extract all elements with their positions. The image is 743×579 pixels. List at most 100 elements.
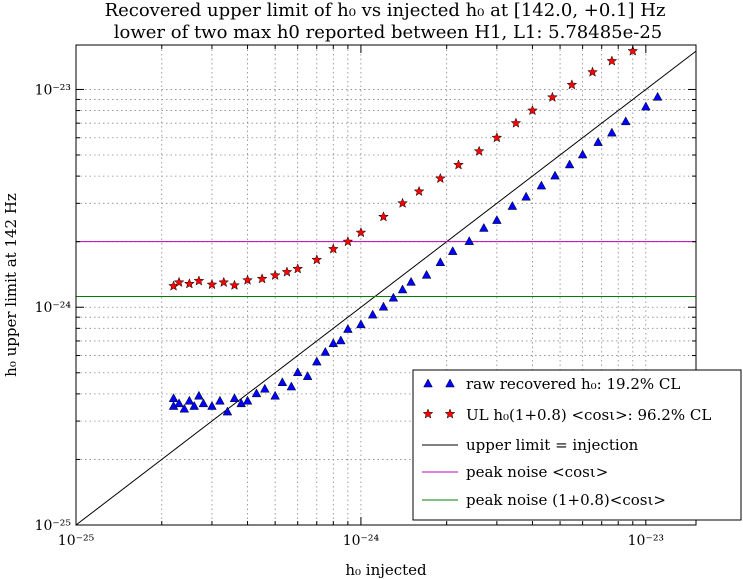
raw-recovered-point <box>222 406 233 416</box>
upper-limit-point <box>491 132 503 143</box>
upper-limit-point <box>281 266 293 277</box>
raw-recovered-point <box>328 338 339 347</box>
raw-recovered-point <box>397 284 408 294</box>
raw-recovered-point <box>194 390 204 400</box>
upper-limit-point <box>229 279 240 290</box>
raw-recovered-point <box>492 215 502 224</box>
raw-recovered-point <box>229 393 240 402</box>
raw-recovered-point <box>302 371 313 380</box>
legend-entry-upper-limit: UL h₀(1+0.8) <cosι>: 96.2% CL <box>466 406 711 424</box>
legend-entry-peak-noise: peak noise <cosι> <box>466 463 608 481</box>
legend-box <box>412 369 742 521</box>
upper-limit-point <box>627 45 639 56</box>
raw-recovered-point <box>312 356 322 366</box>
legend-marker-star-icon <box>422 408 456 419</box>
y-tick-label: 10⁻²⁴ <box>35 300 72 316</box>
raw-recovered-point <box>343 323 353 333</box>
raw-recovered-point <box>260 383 270 393</box>
raw-recovered-point <box>507 201 518 210</box>
upper-limit-point <box>218 276 230 288</box>
raw-recovered-point <box>464 236 475 245</box>
raw-recovered-point <box>242 395 253 405</box>
plot-frame <box>75 44 697 526</box>
upper-limit-point <box>292 263 304 274</box>
raw-recovered-point <box>378 301 389 311</box>
upper-limit-point <box>473 145 485 156</box>
upper-limit-point <box>355 226 367 238</box>
upper-limit-point <box>342 235 354 247</box>
upper-limit-point <box>193 275 205 286</box>
raw-recovered-point <box>189 400 200 410</box>
reference-lines <box>75 50 697 526</box>
raw-recovered-point <box>179 403 190 413</box>
upper-limit-point <box>206 278 218 290</box>
raw-recovered-point <box>198 398 209 408</box>
y-axis-label: h₀ upper limit at 142 Hz <box>2 193 20 377</box>
raw-recovered-point <box>292 367 303 377</box>
x-tick-label: 10⁻²⁴ <box>343 533 380 549</box>
upper-limit-point <box>256 273 268 284</box>
legend-marker-triangle-icon <box>423 378 455 388</box>
upper-limit-point <box>413 185 425 197</box>
raw-recovered-point <box>336 335 346 345</box>
raw-recovered-point <box>367 309 378 319</box>
raw-recovered-point <box>184 395 195 405</box>
upper-limit-point <box>606 55 618 66</box>
x-tick-label: 10⁻²⁵ <box>58 533 95 549</box>
legend-triangle-icon <box>423 378 433 388</box>
legend-entry-injection-line: upper limit = injection <box>466 436 639 454</box>
upper-limit-point <box>453 159 464 170</box>
upper-limit-point <box>173 276 185 288</box>
upper-limit-point <box>566 79 578 90</box>
upper-limit-point <box>510 117 522 128</box>
raw-recovered-point <box>356 319 366 329</box>
raw-recovered-point <box>577 149 588 159</box>
data-points <box>168 45 663 416</box>
upper-limit-point <box>269 269 281 281</box>
legend-star-icon <box>422 408 434 419</box>
raw-recovered-point <box>607 127 617 137</box>
y-tick-label: 10⁻²³ <box>35 82 71 98</box>
raw-recovered-point <box>277 377 288 386</box>
raw-recovered-point <box>286 381 297 391</box>
upper-limit-point <box>434 172 446 184</box>
raw-recovered-point <box>215 395 225 405</box>
upper-limit-point <box>311 254 323 265</box>
raw-recovered-point <box>270 390 280 400</box>
raw-recovered-point <box>168 393 179 402</box>
raw-recovered-point <box>521 191 531 201</box>
raw-recovered-point <box>435 257 446 267</box>
raw-recovered-point <box>447 246 458 255</box>
upper-limit-point <box>378 211 389 222</box>
raw-recovered-point <box>479 222 489 232</box>
raw-recovered-point <box>406 276 416 286</box>
raw-recovered-point <box>593 137 603 146</box>
upper-limit-point <box>546 91 558 102</box>
raw-recovered-point <box>564 159 575 169</box>
upper-limit-point <box>183 278 195 289</box>
raw-recovered-point <box>620 116 631 126</box>
raw-recovered-point <box>550 170 560 180</box>
upper-limit-point <box>527 104 538 116</box>
upper-limit-point <box>397 197 408 208</box>
raw-recovered-point <box>207 400 217 410</box>
legend-entry-peak-noise-scaled: peak noise (1+0.8)<cosι> <box>466 491 666 509</box>
raw-recovered-point <box>251 388 262 398</box>
x-tick-label: 10⁻²³ <box>628 533 664 549</box>
chart-title-line1: Recovered upper limit of h₀ vs injected … <box>105 0 666 21</box>
reference-line-diagonal <box>75 50 697 526</box>
legend-star-icon <box>444 408 456 419</box>
upper-limit-point <box>327 243 339 254</box>
legend: raw recovered h₀: 19.2% CL UL h₀(1+0.8) … <box>412 369 742 521</box>
legend-triangle-icon <box>445 378 455 388</box>
y-tick-label: 10⁻²⁵ <box>35 518 72 534</box>
chart-title-line2: lower of two max h0 reported between H1,… <box>114 22 662 43</box>
upper-limit-point <box>242 274 253 285</box>
raw-recovered-point <box>641 101 651 111</box>
x-axis-label: h₀ injected <box>345 561 427 579</box>
raw-recovered-point <box>536 180 547 190</box>
raw-recovered-point <box>174 398 184 408</box>
legend-entry-raw-recovered: raw recovered h₀: 19.2% CL <box>466 375 680 393</box>
upper-limit-point <box>587 66 598 77</box>
